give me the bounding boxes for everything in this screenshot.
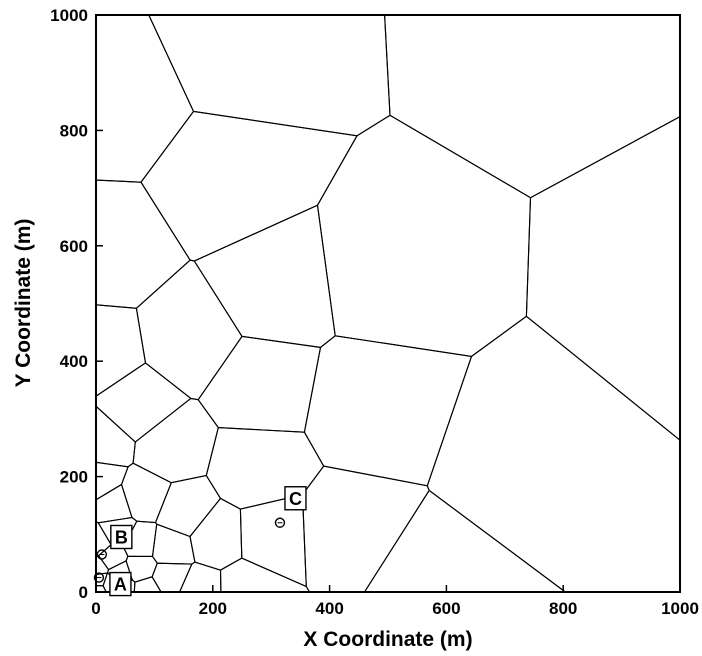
mesh-cell xyxy=(384,15,680,199)
marker-label: B xyxy=(115,527,128,547)
mesh-cell xyxy=(96,572,109,587)
mesh-cell xyxy=(301,465,430,592)
y-tick-label: 0 xyxy=(79,583,88,602)
mesh-cell xyxy=(154,474,222,538)
marker-label-box xyxy=(284,486,307,511)
marker-point xyxy=(96,549,108,560)
y-axis-title: Y Coordinate (m) xyxy=(12,219,35,388)
x-tick-label: 400 xyxy=(315,599,343,618)
marker-point xyxy=(274,517,286,528)
mesh-cell xyxy=(120,462,172,524)
plot-frame xyxy=(95,14,681,593)
marker-label: A xyxy=(114,575,127,595)
mesh-cell xyxy=(525,115,680,441)
voronoi-cells xyxy=(96,15,680,592)
mesh-cell xyxy=(96,483,133,524)
x-tick-label: 200 xyxy=(199,599,227,618)
mesh-cell xyxy=(316,114,532,357)
x-axis-ticks: 0 200 400 600 800 1000 xyxy=(91,585,699,618)
mesh-cell xyxy=(303,335,473,487)
x-tick-label: 0 xyxy=(91,599,100,618)
y-tick-label: 400 xyxy=(60,352,88,371)
x-tick-label: 1000 xyxy=(661,599,699,618)
mesh-cell xyxy=(363,489,567,592)
marker-b: B xyxy=(96,524,133,560)
mesh-cell xyxy=(151,562,193,592)
mesh-cell xyxy=(96,362,192,443)
mesh-cell xyxy=(189,497,243,571)
marker-c: C xyxy=(274,486,307,528)
mesh-cell xyxy=(96,461,129,501)
mesh-cell xyxy=(219,557,311,592)
location-markers: A B C xyxy=(93,486,307,597)
mesh-cell xyxy=(193,204,336,348)
mesh-cell xyxy=(96,179,191,309)
mesh-cell xyxy=(205,427,325,510)
mesh-cell xyxy=(135,259,243,401)
y-tick-label: 200 xyxy=(60,468,88,487)
x-tick-label: 800 xyxy=(549,599,577,618)
mesh-cell xyxy=(96,15,195,183)
y-axis-ticks: 0 200 400 600 800 1000 xyxy=(50,6,103,602)
marker-a: A xyxy=(93,571,132,597)
marker-label-box xyxy=(110,524,133,550)
marker-point xyxy=(93,572,105,583)
mesh-cell xyxy=(96,304,147,397)
mesh-cell xyxy=(148,15,391,137)
marker-label-box xyxy=(109,571,132,597)
mesh-cell xyxy=(426,315,680,592)
x-tick-label: 600 xyxy=(432,599,460,618)
x-axis-title: X Coordinate (m) xyxy=(303,628,472,651)
marker-label: C xyxy=(289,489,302,509)
y-tick-label: 1000 xyxy=(50,6,88,25)
mesh-cell xyxy=(197,335,322,433)
y-tick-label: 800 xyxy=(60,121,88,140)
y-tick-label: 600 xyxy=(60,237,88,256)
mesh-cell xyxy=(140,110,358,262)
